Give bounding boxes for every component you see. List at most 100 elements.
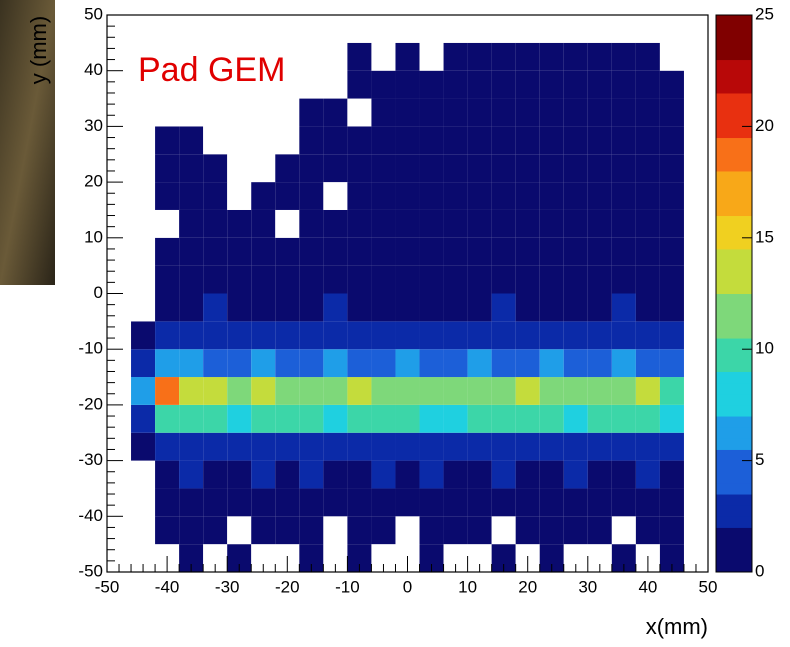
cell — [467, 265, 492, 294]
cell — [179, 321, 204, 350]
cell — [659, 98, 684, 127]
y-tick-label: -50 — [78, 561, 103, 580]
cell — [659, 237, 684, 266]
cell — [179, 42, 204, 71]
y-tick-label: 0 — [94, 283, 103, 302]
colorbar-step — [716, 494, 752, 506]
cell — [227, 293, 252, 322]
cell — [275, 404, 300, 433]
colorbar-step — [716, 471, 752, 484]
cell — [179, 98, 204, 127]
cell — [611, 15, 636, 43]
cell — [347, 516, 372, 545]
cell — [443, 349, 468, 378]
cell — [395, 293, 420, 322]
cell — [323, 209, 348, 238]
cell — [347, 265, 372, 294]
cell — [131, 154, 156, 183]
cell — [587, 182, 612, 210]
cell — [131, 516, 156, 545]
cell — [515, 42, 540, 71]
cell — [635, 516, 660, 545]
cell — [611, 154, 636, 183]
cell — [179, 154, 204, 183]
cell — [563, 404, 588, 433]
cell — [371, 265, 396, 294]
cell — [635, 404, 660, 433]
y-tick-label: 20 — [84, 172, 103, 191]
cell — [347, 15, 372, 43]
cell — [323, 404, 348, 433]
cell — [515, 265, 540, 294]
cell — [371, 15, 396, 43]
cell — [491, 265, 516, 294]
cell — [539, 15, 564, 43]
cell — [611, 404, 636, 433]
colorbar-step — [716, 271, 752, 283]
cell — [611, 349, 636, 378]
cell — [299, 70, 324, 99]
cell — [419, 182, 444, 210]
x-axis-title: x(mm) — [646, 614, 708, 639]
cell — [491, 126, 516, 155]
cell — [275, 154, 300, 183]
cell — [635, 70, 660, 99]
colorbar-step — [716, 237, 752, 250]
cell — [227, 237, 252, 266]
cell — [419, 460, 444, 489]
colorbar-step — [716, 427, 752, 439]
cell — [251, 42, 276, 71]
colorbar-step — [716, 460, 752, 473]
cell — [179, 516, 204, 545]
cell — [395, 432, 420, 461]
cell — [659, 126, 684, 155]
cell — [275, 432, 300, 461]
colorbar-step — [716, 505, 752, 517]
cell — [323, 432, 348, 461]
cell — [323, 15, 348, 43]
cell — [611, 209, 636, 238]
cell — [155, 349, 180, 378]
cell — [155, 321, 180, 350]
cell — [659, 265, 684, 294]
cell — [131, 182, 156, 210]
cell — [347, 377, 372, 405]
colorbar-step — [716, 482, 752, 495]
cell — [419, 126, 444, 155]
cell — [491, 488, 516, 517]
cell — [179, 15, 204, 43]
cell — [587, 42, 612, 71]
cell — [467, 321, 492, 350]
colorbar-step — [716, 15, 752, 27]
colorbar-step — [716, 404, 752, 417]
z-tick-label: 15 — [755, 227, 774, 246]
colorbar-step — [716, 393, 752, 406]
cell — [443, 182, 468, 210]
cell — [251, 182, 276, 210]
cell — [323, 516, 348, 545]
colorbar-step — [716, 371, 752, 384]
colorbar-step — [716, 92, 752, 105]
colorbar-step — [716, 326, 752, 339]
cell — [491, 377, 516, 405]
cell — [611, 321, 636, 350]
cell — [323, 42, 348, 71]
cell — [563, 377, 588, 405]
cell — [251, 321, 276, 350]
cell — [371, 404, 396, 433]
cell — [467, 293, 492, 322]
cell — [587, 70, 612, 99]
cell — [395, 98, 420, 127]
cell — [395, 237, 420, 266]
cell — [203, 516, 228, 545]
cell — [155, 460, 180, 489]
cell — [347, 209, 372, 238]
cell — [467, 154, 492, 183]
cell — [539, 42, 564, 71]
cell — [635, 15, 660, 43]
cell — [491, 293, 516, 322]
x-tick-label: 20 — [518, 577, 537, 596]
cell — [491, 460, 516, 489]
cell — [539, 377, 564, 405]
cell — [347, 154, 372, 183]
